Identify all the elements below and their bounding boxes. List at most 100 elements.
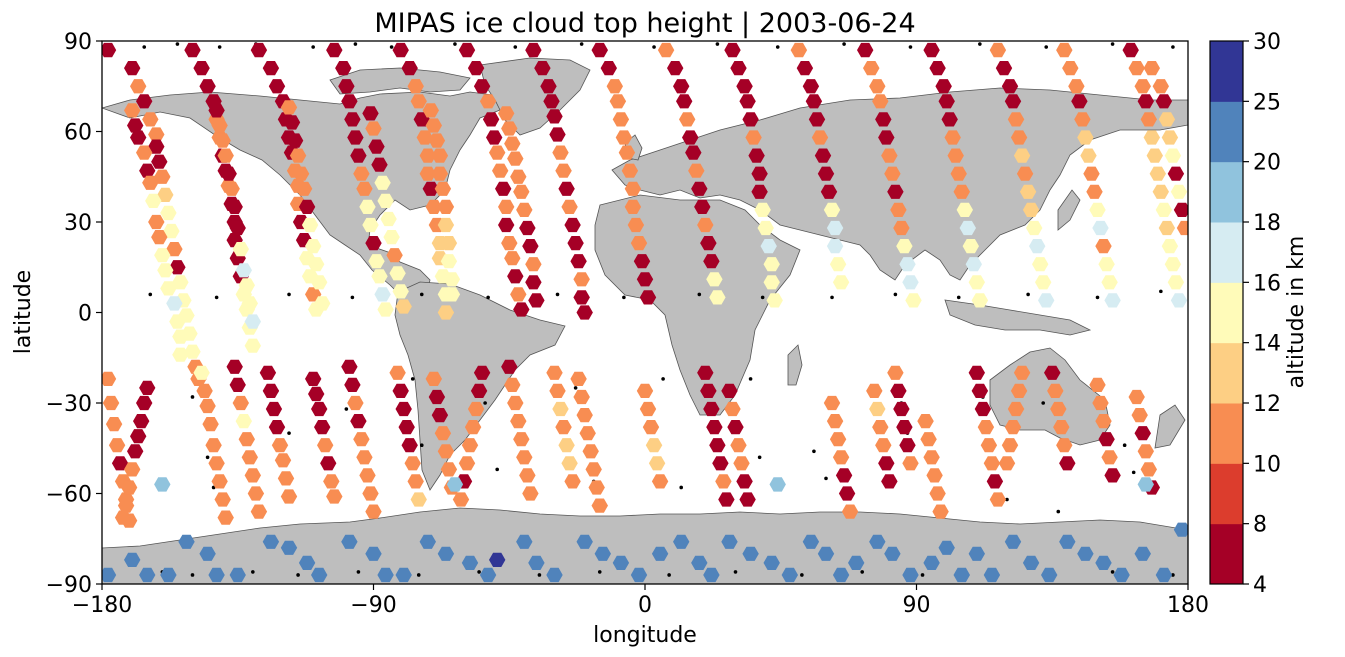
cloud-marker xyxy=(359,468,376,483)
cloud-marker xyxy=(335,61,352,76)
cloud-marker xyxy=(1137,477,1154,492)
cloud-marker xyxy=(305,239,322,254)
no-cloud-dot xyxy=(652,45,656,49)
cloud-marker xyxy=(1086,184,1103,199)
cloud-marker xyxy=(464,420,482,435)
cloud-marker xyxy=(238,432,255,447)
cloud-marker xyxy=(896,420,913,435)
cloud-marker xyxy=(902,456,919,471)
cloud-marker xyxy=(154,169,171,184)
cloud-marker xyxy=(172,275,189,290)
cloud-marker xyxy=(736,474,753,489)
cloud-marker xyxy=(410,94,427,109)
cloud-marker xyxy=(694,199,711,214)
colorbar-tick-label: 4 xyxy=(1253,573,1267,598)
no-cloud-dot xyxy=(1026,292,1030,297)
cloud-marker xyxy=(525,42,542,58)
colorbar-tick-label: 18 xyxy=(1253,211,1281,236)
cloud-marker xyxy=(507,269,524,284)
cloud-marker xyxy=(1164,148,1182,163)
cloud-marker xyxy=(811,130,829,145)
cloud-marker xyxy=(639,290,657,305)
cloud-marker xyxy=(543,94,560,109)
cloud-marker xyxy=(1013,148,1031,163)
cloud-marker xyxy=(594,546,611,561)
cloud-marker xyxy=(1056,438,1073,453)
cloud-marker xyxy=(691,555,708,570)
cloud-marker xyxy=(823,395,841,411)
cloud-marker xyxy=(292,166,310,181)
cloud-marker xyxy=(528,293,545,308)
y-tick-label: 0 xyxy=(78,302,92,327)
no-cloud-dot xyxy=(715,42,720,46)
cloud-marker xyxy=(938,94,955,109)
cloud-marker xyxy=(1092,220,1109,236)
cloud-marker xyxy=(380,211,397,227)
cloud-marker xyxy=(715,474,732,489)
cloud-marker xyxy=(974,401,992,417)
cloud-marker xyxy=(362,106,379,121)
cloud-marker xyxy=(1098,432,1115,447)
cloud-marker xyxy=(968,546,985,561)
y-axis: −90 −60 −30 0 30 60 90 xyxy=(46,30,102,598)
cloud-marker xyxy=(703,567,720,583)
cloud-marker xyxy=(971,383,989,398)
colorbar-label: altitude in km xyxy=(1284,236,1309,389)
no-cloud-dot xyxy=(416,573,421,577)
cloud-marker xyxy=(902,567,919,583)
cloud-marker xyxy=(1122,42,1139,58)
cloud-marker xyxy=(1007,401,1025,417)
cloud-marker xyxy=(365,546,382,561)
cloud-marker xyxy=(902,275,919,290)
cloud-marker xyxy=(869,401,886,417)
cloud-marker xyxy=(1170,293,1188,308)
cloud-marker xyxy=(172,347,189,362)
cloud-marker xyxy=(1013,365,1031,380)
cloud-marker xyxy=(470,383,488,398)
cloud-marker xyxy=(639,401,657,417)
cloud-marker xyxy=(1134,546,1151,561)
cloud-marker xyxy=(724,42,741,58)
cloud-marker xyxy=(461,555,479,570)
cloud-marker xyxy=(510,169,527,184)
cloud-marker xyxy=(651,546,669,561)
no-cloud-dot xyxy=(389,45,394,49)
cloud-marker xyxy=(525,257,542,272)
cloud-marker xyxy=(817,546,835,561)
cloud-marker xyxy=(184,42,201,58)
cloud-marker xyxy=(211,474,228,489)
cloud-marker xyxy=(262,534,280,549)
cloud-marker xyxy=(501,236,518,251)
cloud-marker xyxy=(516,202,533,217)
cloud-marker xyxy=(528,555,545,570)
cloud-marker xyxy=(235,414,252,429)
cloud-marker xyxy=(395,567,412,583)
cloud-marker xyxy=(311,567,328,583)
cloud-marker xyxy=(781,567,798,583)
cloud-marker xyxy=(712,456,729,471)
cloud-marker xyxy=(769,477,786,492)
y-tick-label: 30 xyxy=(64,211,92,236)
no-cloud-dot xyxy=(350,295,355,300)
no-cloud-dot xyxy=(175,42,180,46)
cloud-marker xyxy=(1128,389,1145,405)
cloud-marker xyxy=(130,79,147,94)
cloud-marker xyxy=(923,555,940,570)
cloud-marker xyxy=(570,254,587,269)
cloud-marker xyxy=(1004,534,1022,549)
no-cloud-dot xyxy=(748,377,753,381)
cloud-marker xyxy=(1167,166,1185,181)
cloud-marker xyxy=(280,489,298,504)
cloud-marker xyxy=(576,408,593,423)
cloud-marker xyxy=(344,112,361,127)
cloud-marker xyxy=(124,462,141,477)
cloud-marker xyxy=(205,438,222,453)
cloud-marker xyxy=(492,163,509,178)
cloud-marker xyxy=(555,420,572,435)
cloud-marker xyxy=(298,555,316,570)
cloud-marker xyxy=(133,414,150,429)
cloud-marker xyxy=(823,202,841,217)
cloud-marker xyxy=(1131,408,1148,423)
cloud-marker xyxy=(1022,202,1040,217)
no-cloud-dot xyxy=(824,476,828,481)
